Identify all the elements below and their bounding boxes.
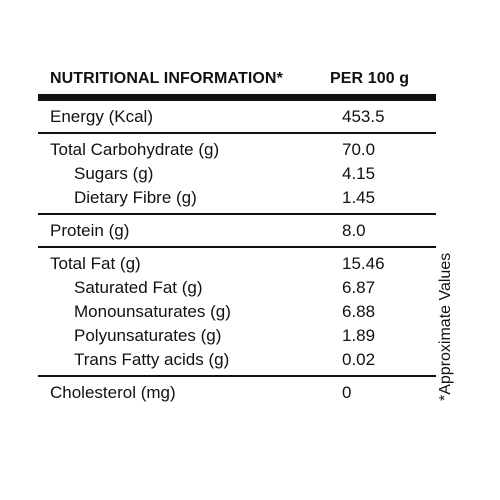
nutrient-name: Monounsaturates (g) xyxy=(74,302,231,321)
nutrient-name: Dietary Fibre (g) xyxy=(74,188,197,207)
nutrient-name: Energy (Kcal) xyxy=(50,107,153,126)
nutrient-row: Total Fat (g) 15.46 xyxy=(38,252,436,276)
nutrition-label: NUTRITIONAL INFORMATION* PER 100 g Energ… xyxy=(38,66,436,408)
nutrient-section: Protein (g) 8.0 xyxy=(38,215,436,248)
nutrient-row: Monounsaturates (g) 6.88 xyxy=(38,300,436,324)
nutrient-value: 70.0 xyxy=(342,140,376,159)
header-per-unit: PER 100 g xyxy=(330,70,410,87)
nutrient-table: Energy (Kcal) 453.5 Total Carbohydrate (g)… xyxy=(38,101,436,408)
nutrient-section: Cholesterol (mg) 0 xyxy=(38,377,436,408)
nutrient-name: Saturated Fat (g) xyxy=(74,278,203,297)
header-title: NUTRITIONAL INFORMATION* xyxy=(50,70,283,87)
nutrient-section: Total Carbohydrate (g) 70.0 Sugars (g) 4.15… xyxy=(38,134,436,215)
nutrient-row: Energy (Kcal) 453.5 xyxy=(38,105,436,129)
nutrient-section: Total Fat (g) 15.46 Saturated Fat (g) 6.87 M… xyxy=(38,248,436,377)
nutrient-row: Dietary Fibre (g) 1.45 xyxy=(38,186,436,210)
nutrient-value: 8.0 xyxy=(342,221,366,240)
nutrient-value: 0.02 xyxy=(342,350,376,369)
nutrient-value: 15.46 xyxy=(342,254,385,273)
nutrient-value: 6.87 xyxy=(342,278,376,297)
nutrition-header: NUTRITIONAL INFORMATION* PER 100 g xyxy=(38,66,436,92)
nutrient-name: Trans Fatty acids (g) xyxy=(74,350,230,369)
nutrient-row: Total Carbohydrate (g) 70.0 xyxy=(38,138,436,162)
nutrient-row: Protein (g) 8.0 xyxy=(38,219,436,243)
nutrient-row: Sugars (g) 4.15 xyxy=(38,162,436,186)
nutrient-value: 1.89 xyxy=(342,326,376,345)
nutrient-name: Polyunsaturates (g) xyxy=(74,326,222,345)
nutrient-row: Polyunsaturates (g) 1.89 xyxy=(38,324,436,348)
nutrient-name: Total Carbohydrate (g) xyxy=(50,140,220,159)
nutrient-name: Sugars (g) xyxy=(74,164,154,183)
nutrient-value: 453.5 xyxy=(342,107,385,126)
nutrient-name: Protein (g) xyxy=(50,221,130,240)
nutrient-name: Cholesterol (mg) xyxy=(50,383,176,402)
nutrient-row: Saturated Fat (g) 6.87 xyxy=(38,276,436,300)
approximate-values-note: *Approximate Values xyxy=(437,252,454,402)
nutrient-value: 0 xyxy=(342,383,352,402)
nutrient-value: 4.15 xyxy=(342,164,376,183)
nutrient-row: Trans Fatty acids (g) 0.02 xyxy=(38,348,436,372)
nutrient-name: Total Fat (g) xyxy=(50,254,141,273)
nutrient-value: 1.45 xyxy=(342,188,376,207)
nutrient-row: Cholesterol (mg) 0 xyxy=(38,381,436,405)
nutrient-section: Energy (Kcal) 453.5 xyxy=(38,101,436,134)
header-rule xyxy=(38,94,436,101)
nutrient-value: 6.88 xyxy=(342,302,376,321)
